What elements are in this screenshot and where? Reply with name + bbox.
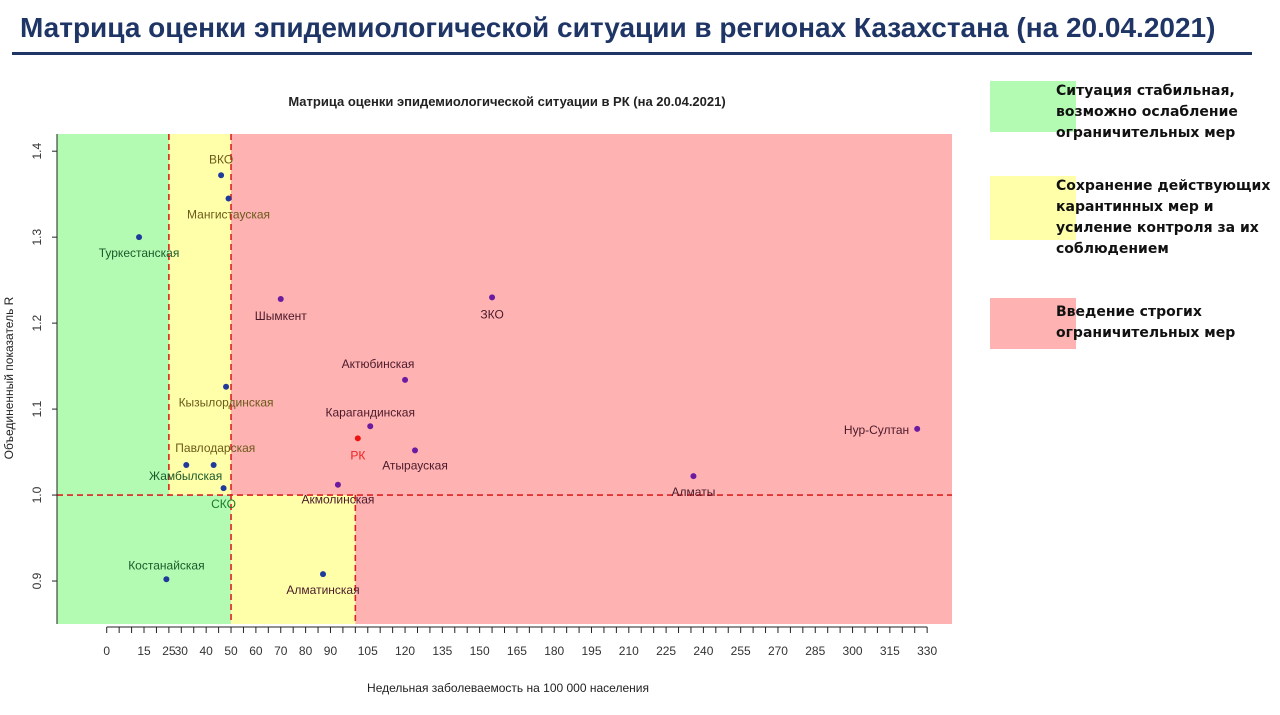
- data-point-label: Шымкент: [255, 309, 308, 323]
- x-tick-label: 255: [731, 644, 751, 658]
- data-point-label: СКО: [211, 497, 236, 511]
- y-tick-label: 1.3: [30, 228, 44, 245]
- x-tick-label: 315: [880, 644, 900, 658]
- x-tick-label: 150: [470, 644, 490, 658]
- x-tick-label: 105: [358, 644, 378, 658]
- x-tick-label: 285: [805, 644, 825, 658]
- slide-title: Матрица оценки эпидемиологической ситуац…: [20, 12, 1216, 43]
- x-tick-label: 40: [199, 644, 213, 658]
- x-tick-label: 240: [693, 644, 713, 658]
- data-point: [220, 485, 227, 492]
- data-point-label: Мангистауская: [187, 207, 270, 221]
- zone-rect-4: [231, 134, 952, 496]
- y-tick-label: 0.9: [30, 572, 44, 589]
- legend-swatch-green: [990, 81, 1076, 132]
- x-tick-label: 330: [917, 644, 937, 658]
- data-point: [690, 473, 697, 480]
- x-tick-label: 25: [162, 644, 176, 658]
- x-tick-label: 210: [619, 644, 639, 658]
- data-point-label: Нур-Султан: [844, 423, 909, 437]
- data-point: [489, 294, 496, 301]
- data-point: [163, 576, 170, 583]
- chart-title: Матрица оценки эпидемиологической ситуац…: [288, 94, 725, 109]
- data-point: [354, 435, 361, 442]
- data-point-label: ЗКО: [480, 307, 503, 321]
- x-tick-label: 165: [507, 644, 527, 658]
- y-tick-label: 1.4: [30, 143, 44, 160]
- data-point: [210, 461, 217, 468]
- y-tick-label: 1.1: [30, 400, 44, 417]
- data-point-label: Карагандинская: [326, 405, 415, 419]
- data-point: [277, 296, 284, 303]
- legend-text-stable: Ситуация стабильная, возможно ослабление…: [1056, 83, 1238, 141]
- data-point-label: ВКО: [209, 152, 233, 166]
- x-tick-label: 15: [137, 644, 151, 658]
- x-tick-label: 135: [432, 644, 452, 658]
- legend-text-maintain: Сохранение действующих карантинных мер и…: [1056, 178, 1271, 257]
- x-tick-label: 50: [224, 644, 238, 658]
- data-point-label: Алматы: [672, 485, 716, 499]
- data-point: [225, 195, 232, 202]
- data-point-label: РК: [350, 448, 365, 462]
- legend-swatch-yellow: [990, 176, 1076, 240]
- data-point: [136, 234, 143, 241]
- data-point-label: Костанайская: [128, 558, 204, 572]
- x-tick-label: 195: [581, 644, 601, 658]
- data-point: [183, 461, 190, 468]
- zone-rect-2: [168, 134, 232, 496]
- x-tick-label: 180: [544, 644, 564, 658]
- data-point: [320, 571, 327, 578]
- x-tick-label: 60: [249, 644, 263, 658]
- data-point: [223, 383, 230, 390]
- y-tick-label: 1.2: [30, 314, 44, 331]
- data-point: [412, 447, 418, 454]
- data-point: [402, 376, 409, 383]
- x-tick-label: 90: [324, 644, 338, 658]
- x-tick-label: 225: [656, 644, 676, 658]
- data-point-label: Атырауская: [382, 458, 448, 472]
- x-tick-label: 270: [768, 644, 788, 658]
- x-tick-label: 120: [395, 644, 415, 658]
- x-tick-label: 80: [299, 644, 313, 658]
- y-tick-label: 1.0: [30, 486, 44, 503]
- data-point-label: Кызылординская: [179, 396, 274, 410]
- zone-rect-5: [355, 495, 952, 624]
- title-underline: [12, 52, 1252, 55]
- data-point-label: Акмолинская: [301, 493, 374, 507]
- data-point: [914, 425, 921, 432]
- data-point: [218, 172, 225, 179]
- x-tick-label: 70: [274, 644, 288, 658]
- data-point-label: Алматинская: [286, 583, 359, 597]
- zone-rect-1: [57, 495, 232, 624]
- x-axis-label: Недельная заболеваемость на 100 000 насе…: [367, 681, 649, 695]
- data-point-label: Жамбылская: [149, 469, 222, 483]
- y-axis-label: Объединенный показатель R: [2, 296, 16, 459]
- data-point-label: Туркестанская: [99, 246, 180, 260]
- data-point: [334, 481, 341, 488]
- legend-swatch-red: [990, 298, 1076, 349]
- zone-rect-3: [231, 495, 356, 624]
- data-point: [367, 423, 374, 430]
- x-tick-label: 30: [175, 644, 189, 658]
- legend-text-strict: Введение строгих ограничительных мер: [1056, 304, 1236, 341]
- x-tick-label: 300: [843, 644, 863, 658]
- data-point-label: Актюбинская: [342, 357, 415, 371]
- data-point-label: Павлодарская: [175, 441, 255, 455]
- x-tick-label: 0: [103, 644, 110, 658]
